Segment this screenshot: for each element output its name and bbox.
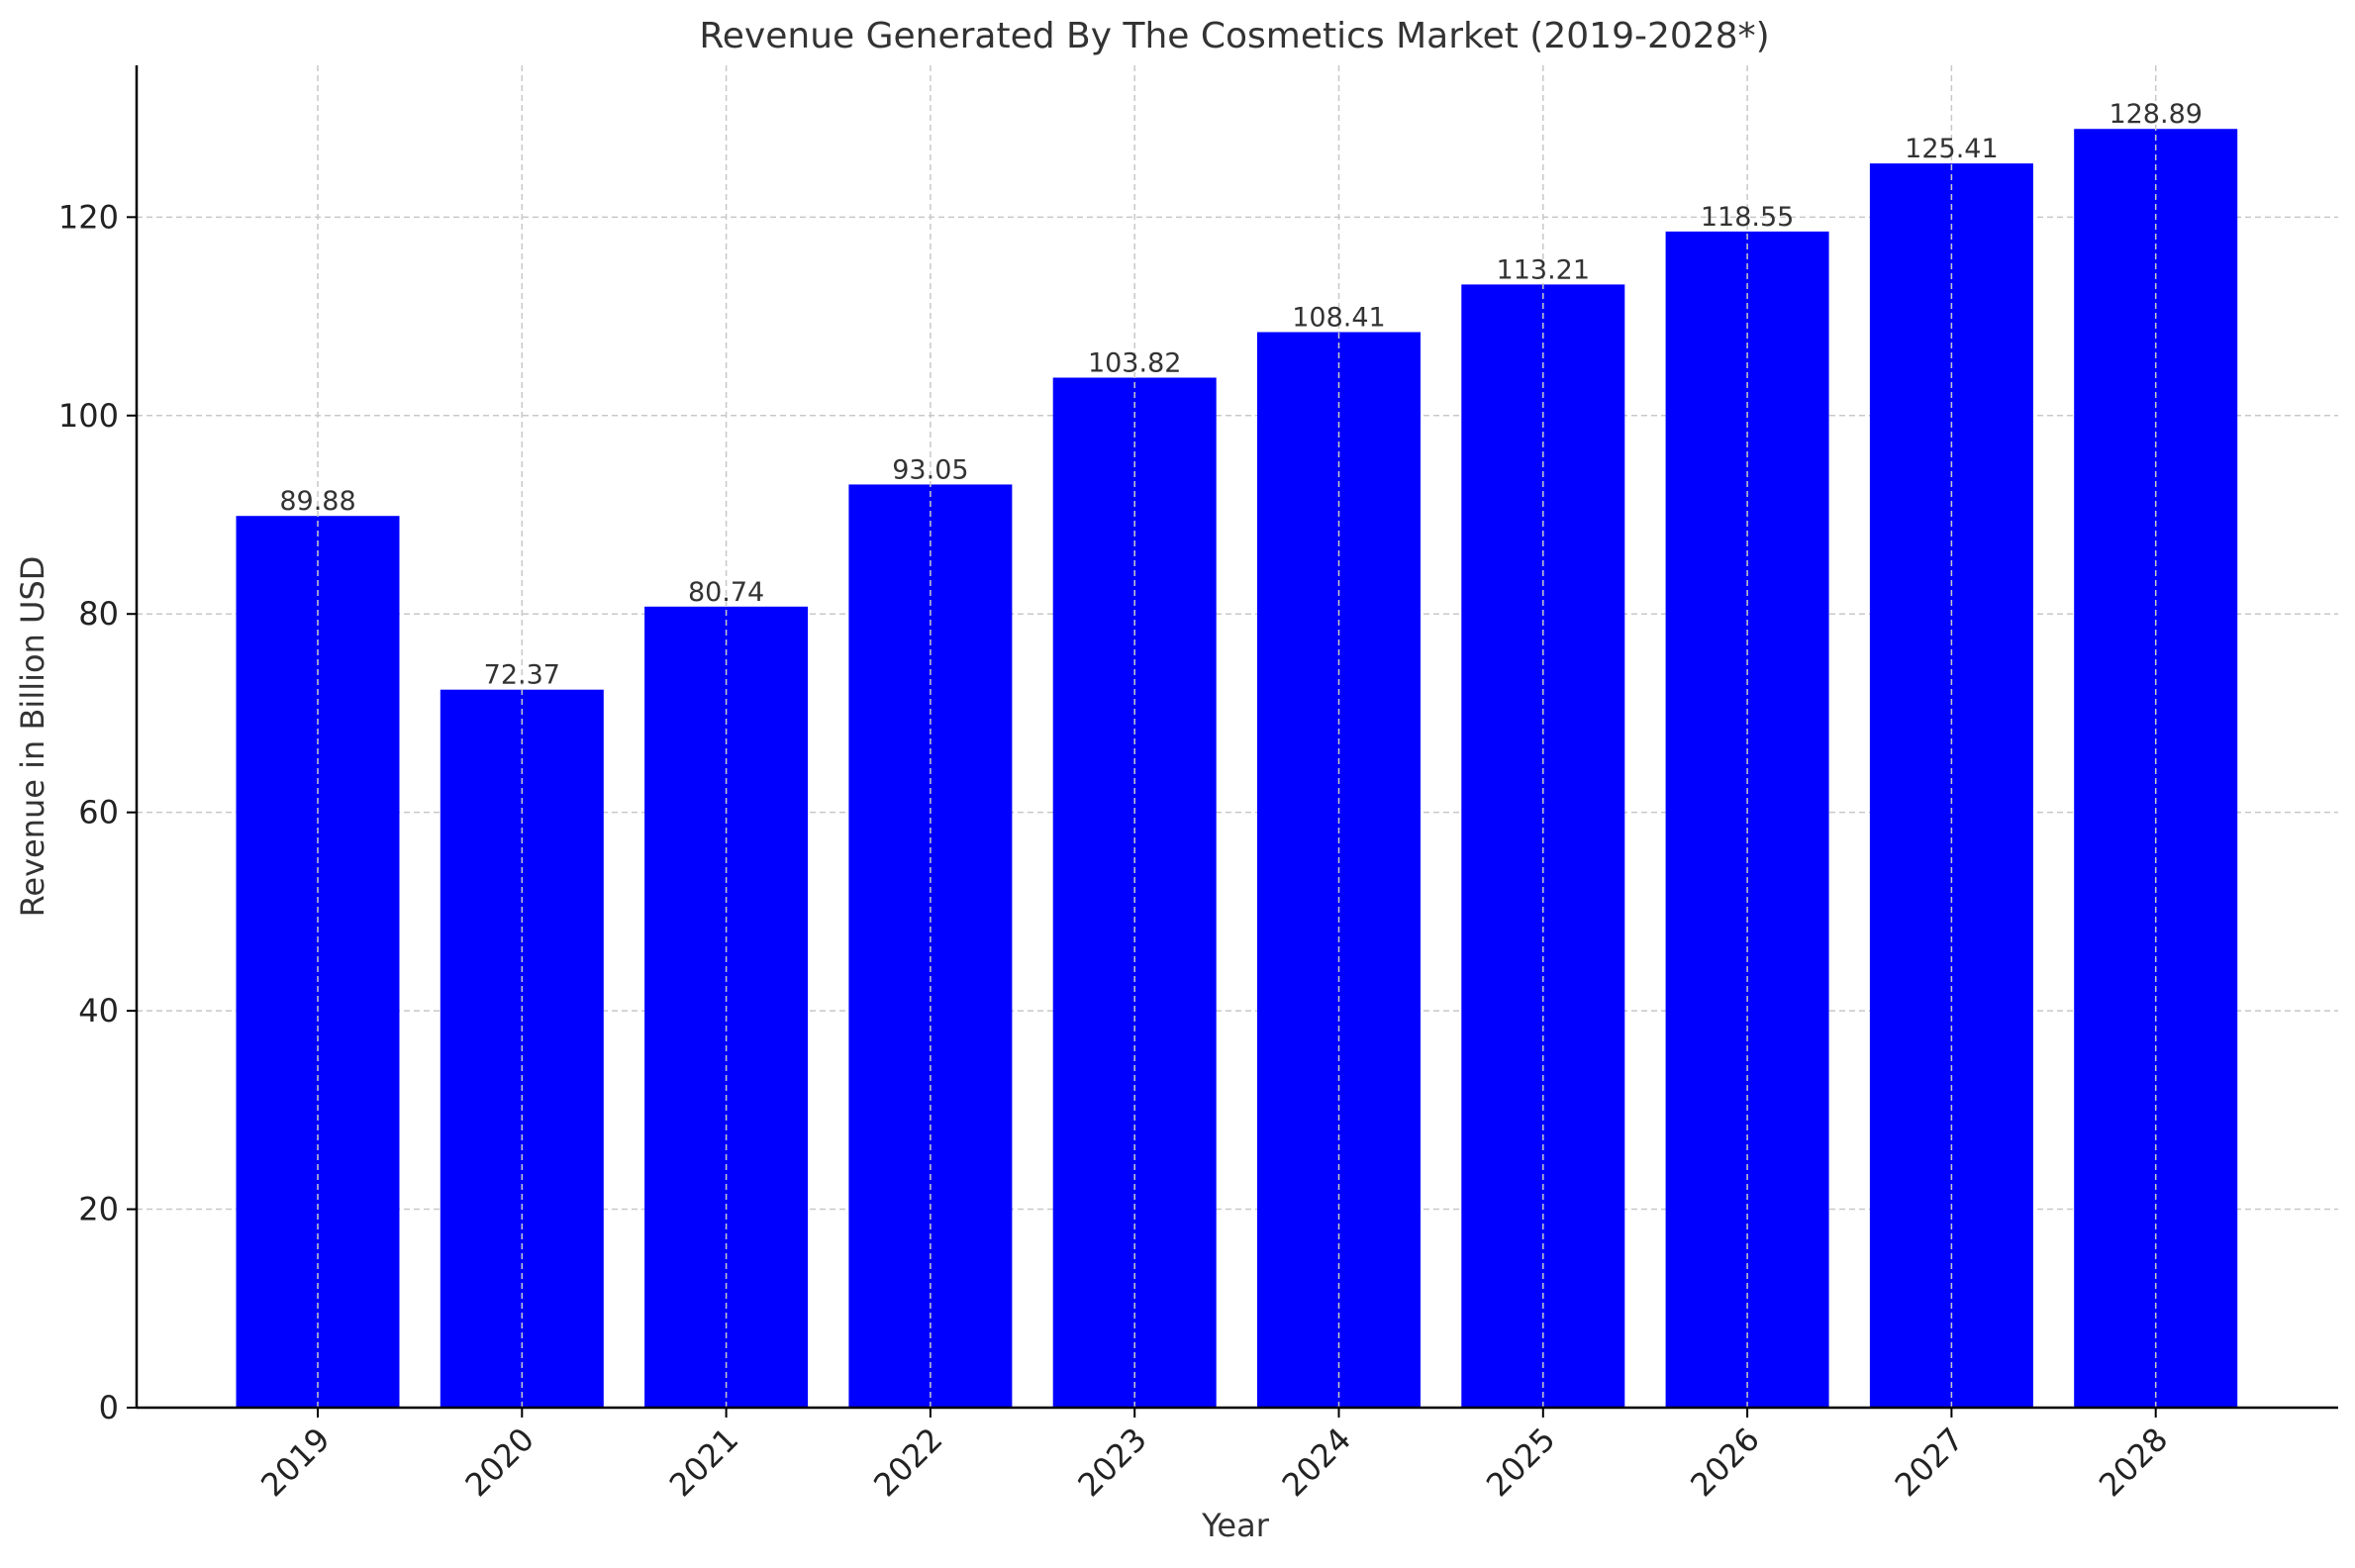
bar-value-label: 72.37	[484, 660, 560, 691]
bar-value-label: 103.82	[1088, 347, 1181, 378]
bar-value-label: 125.41	[1905, 134, 1998, 164]
bar-value-label: 128.89	[2109, 99, 2202, 130]
y-tick-label: 100	[58, 397, 119, 435]
y-ticks-layer: 0 20 40 60 80 100 120	[58, 198, 137, 1426]
y-tick-label: 60	[78, 794, 119, 832]
y-tick-label: 120	[58, 198, 119, 236]
y-tick-label: 0	[99, 1389, 119, 1426]
value-labels-layer: 89.88 72.37 80.74 93.05 103.82 108.41 113.21 11…	[279, 99, 2203, 690]
y-tick-label: 80	[78, 595, 119, 633]
bar-value-label: 89.88	[279, 486, 355, 517]
vertical-grid-layer	[317, 65, 2157, 1408]
x-axis-label: Year	[1201, 1507, 1270, 1544]
bar-value-label: 80.74	[688, 577, 764, 608]
y-tick-label: 40	[78, 992, 119, 1029]
axes-layer	[135, 65, 2338, 1410]
bar-value-label: 118.55	[1701, 202, 1794, 233]
y-tick-label: 20	[78, 1191, 119, 1228]
bar-value-label: 93.05	[892, 454, 968, 485]
bar	[1869, 163, 2033, 1409]
bar-value-label: 108.41	[1292, 302, 1385, 333]
y-axis-label: Revenue in Billion USD	[14, 556, 51, 918]
bar-value-label: 113.21	[1497, 254, 1590, 285]
chart-title: Revenue Generated By The Cosmetics Marke…	[699, 16, 1769, 56]
